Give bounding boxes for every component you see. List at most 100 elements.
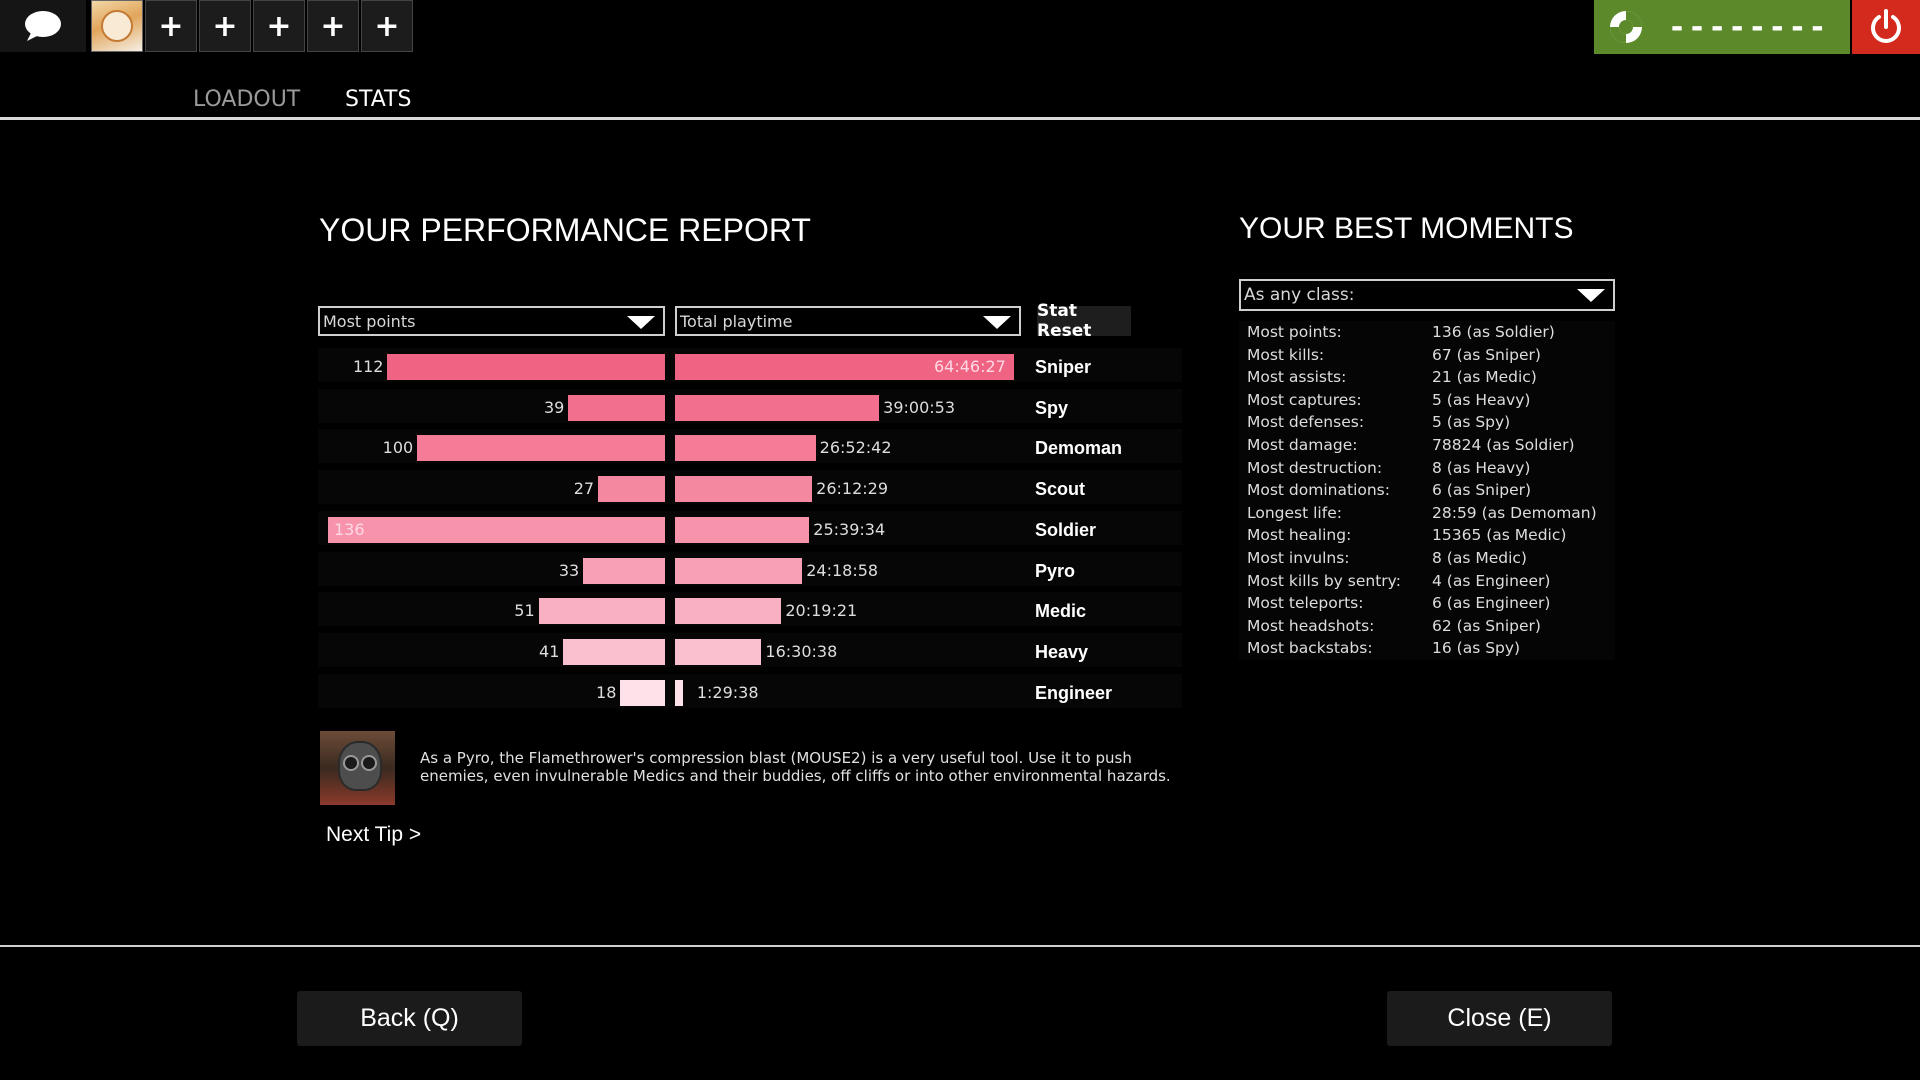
points-bar xyxy=(387,354,665,380)
class-row: 112 64:46:27 Sniper xyxy=(318,348,1182,382)
moment-value: 67 (as Sniper) xyxy=(1432,345,1541,364)
moment-value: 136 (as Soldier) xyxy=(1432,323,1555,341)
tab-stats[interactable]: STATS xyxy=(345,87,412,112)
footer-divider xyxy=(0,945,1920,947)
class-name: Demoman xyxy=(1035,438,1123,459)
moment-row: Most damage: 78824 (as Soldier) xyxy=(1239,433,1615,457)
add-slot-button-1[interactable]: + xyxy=(145,0,197,52)
class-name: Medic xyxy=(1035,601,1087,622)
playtime-value: 26:52:42 xyxy=(819,438,892,458)
class-name: Spy xyxy=(1035,397,1069,418)
moment-row: Most assists: 21 (as Medic) xyxy=(1239,366,1615,389)
playtime-value: 39:00:53 xyxy=(883,397,956,417)
tab-divider xyxy=(0,117,1920,120)
playtime-value: 20:19:21 xyxy=(785,601,858,621)
moment-value: 5 (as Heavy) xyxy=(1432,390,1531,409)
moment-row: Most destruction: 8 (as Heavy) xyxy=(1239,456,1615,480)
points-value: 18 xyxy=(596,682,617,702)
power-icon xyxy=(1871,9,1901,43)
moment-value: 62 (as Sniper) xyxy=(1432,616,1541,635)
moment-label: Most captures: xyxy=(1247,390,1362,409)
class-row: 33 24:18:58 Pyro xyxy=(318,551,1182,586)
moment-label: Most assists: xyxy=(1247,368,1347,387)
playtime-value: 1:29:38 xyxy=(696,682,759,702)
points-bar xyxy=(568,394,665,421)
plus-icon: + xyxy=(266,8,292,44)
back-button[interactable]: Back (Q) xyxy=(297,991,522,1046)
moment-row: Most invulns: 8 (as Medic) xyxy=(1239,546,1615,570)
points-bar xyxy=(328,516,665,543)
moment-value: 21 (as Medic) xyxy=(1432,368,1537,387)
stat-reset-button[interactable]: Stat Reset xyxy=(1037,301,1131,341)
moment-row: Most captures: 5 (as Heavy) xyxy=(1239,388,1615,412)
points-value: 136 xyxy=(334,519,365,539)
points-dropdown-value: Most points xyxy=(323,311,416,331)
best-moments-list: Most points: 136 (as Soldier) Most kills: 6… xyxy=(1239,321,1615,660)
points-value: 51 xyxy=(514,601,535,621)
playtime-bar xyxy=(675,638,762,665)
add-slot-button-3[interactable]: + xyxy=(253,0,305,52)
moment-row: Longest life: 28:59 (as Demoman) xyxy=(1239,501,1615,525)
moment-label: Most backstabs: xyxy=(1247,639,1373,658)
add-slot-button-2[interactable]: + xyxy=(199,0,251,52)
moment-label: Most dominations: xyxy=(1247,481,1390,500)
class-row: 136 25:39:34 Soldier xyxy=(318,510,1182,545)
moment-value: 16 (as Spy) xyxy=(1432,639,1521,658)
moment-row: Most healing: 15365 (as Medic) xyxy=(1239,524,1615,547)
points-value: 112 xyxy=(352,357,384,376)
points-bar xyxy=(583,557,665,584)
class-row: 27 26:12:29 Scout xyxy=(318,470,1182,505)
quit-button[interactable] xyxy=(1852,0,1920,54)
points-value: 27 xyxy=(573,479,595,499)
playtime-stat-dropdown[interactable]: Total playtime xyxy=(675,306,1021,336)
moment-label: Most points: xyxy=(1247,323,1342,341)
add-slot-button-4[interactable]: + xyxy=(307,0,359,52)
moment-value: 15365 (as Medic) xyxy=(1432,526,1567,545)
plus-icon: + xyxy=(320,8,346,44)
playtime-bar xyxy=(675,557,803,584)
points-bar xyxy=(598,476,665,503)
class-filter-value: As any class: xyxy=(1244,285,1355,305)
playtime-bar xyxy=(675,435,816,462)
moment-label: Most kills by sentry: xyxy=(1247,571,1401,590)
playtime-value: 16:30:38 xyxy=(765,641,838,661)
dropdown-arrow-icon xyxy=(1577,289,1605,302)
class-name: Heavy xyxy=(1035,641,1089,662)
points-bar xyxy=(538,598,665,625)
moment-value: 5 (as Spy) xyxy=(1432,413,1511,432)
class-row: 100 26:52:42 Demoman xyxy=(318,429,1182,464)
playtime-value: 24:18:58 xyxy=(806,560,879,580)
points-bar xyxy=(620,679,665,706)
lifebuoy-icon xyxy=(1610,11,1642,43)
moment-label: Longest life: xyxy=(1247,503,1342,522)
playtime-bar xyxy=(675,516,810,543)
moment-row: Most dominations: 6 (as Sniper) xyxy=(1239,479,1615,502)
playtime-value: 26:12:29 xyxy=(816,479,889,499)
player-avatar[interactable] xyxy=(91,0,143,52)
tab-loadout[interactable]: LOADOUT xyxy=(193,87,301,112)
plus-icon: + xyxy=(374,8,400,44)
class-filter-dropdown[interactable]: As any class: xyxy=(1239,279,1615,311)
plus-icon: + xyxy=(158,8,184,44)
next-tip-link[interactable]: Next Tip > xyxy=(326,823,422,846)
playtime-bar xyxy=(675,394,880,421)
moment-row: Most points: 136 (as Soldier) xyxy=(1239,321,1615,344)
add-slot-button-5[interactable]: + xyxy=(361,0,413,52)
points-value: 41 xyxy=(539,641,560,661)
performance-report-title: YOUR PERFORMANCE REPORT xyxy=(319,212,811,248)
tip-text: As a Pyro, the Flamethrower's compressio… xyxy=(420,749,1171,785)
moment-label: Most destruction: xyxy=(1247,458,1383,477)
class-row-background xyxy=(318,673,1182,708)
chat-button[interactable] xyxy=(0,0,86,52)
moment-value: 8 (as Medic) xyxy=(1432,548,1527,567)
class-name: Soldier xyxy=(1035,519,1097,540)
moment-value: 8 (as Heavy) xyxy=(1432,458,1531,477)
close-button[interactable]: Close (E) xyxy=(1387,991,1612,1046)
server-status-button[interactable]: -------- xyxy=(1594,0,1850,54)
moment-label: Most damage: xyxy=(1247,435,1358,454)
points-stat-dropdown[interactable]: Most points xyxy=(318,306,665,336)
moment-row: Most defenses: 5 (as Spy) xyxy=(1239,411,1615,434)
speech-bubble-icon xyxy=(25,11,61,41)
points-value: 33 xyxy=(558,560,580,580)
playtime-bar xyxy=(675,476,813,503)
